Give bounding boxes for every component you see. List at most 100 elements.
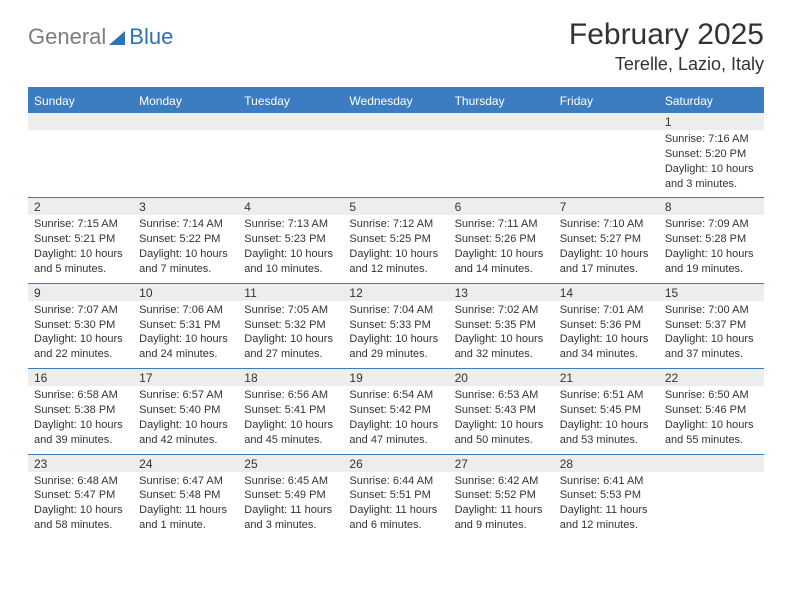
day-detail-line: Sunset: 5:40 PM [139,403,232,418]
day-number [343,113,448,130]
week-row: 16171819202122Sunrise: 6:58 AMSunset: 5:… [28,369,764,454]
day-detail-line: Daylight: 10 hours and 19 minutes. [665,247,758,277]
day-detail-line: Sunrise: 7:12 AM [349,217,442,232]
day-detail-line: Sunrise: 7:07 AM [34,303,127,318]
day-detail-line: Sunrise: 7:00 AM [665,303,758,318]
day-cell: Sunrise: 6:47 AMSunset: 5:48 PMDaylight:… [133,472,238,539]
day-cell: Sunrise: 6:50 AMSunset: 5:46 PMDaylight:… [659,386,764,453]
day-detail-line: Sunrise: 7:09 AM [665,217,758,232]
cells-row: Sunrise: 6:58 AMSunset: 5:38 PMDaylight:… [28,386,764,453]
week-row: 1Sunrise: 7:16 AMSunset: 5:20 PMDaylight… [28,113,764,198]
day-detail-line: Sunset: 5:20 PM [665,147,758,162]
day-number: 17 [133,369,238,386]
day-detail-line: Daylight: 10 hours and 27 minutes. [244,332,337,362]
day-detail-line: Daylight: 10 hours and 47 minutes. [349,418,442,448]
day-cell: Sunrise: 7:13 AMSunset: 5:23 PMDaylight:… [238,215,343,282]
day-detail-line: Sunset: 5:22 PM [139,232,232,247]
weekday-header: Wednesday [343,89,448,113]
day-number: 6 [449,198,554,215]
day-detail-line: Sunset: 5:52 PM [455,488,548,503]
day-detail-line: Daylight: 11 hours and 9 minutes. [455,503,548,533]
day-number: 5 [343,198,448,215]
day-cell: Sunrise: 6:48 AMSunset: 5:47 PMDaylight:… [28,472,133,539]
day-cell [449,130,554,197]
day-detail-line: Sunrise: 6:51 AM [560,388,653,403]
day-detail-line: Sunset: 5:38 PM [34,403,127,418]
daynum-row: 9101112131415 [28,284,764,301]
day-number: 11 [238,284,343,301]
day-detail-line: Daylight: 10 hours and 14 minutes. [455,247,548,277]
weeks-container: 1Sunrise: 7:16 AMSunset: 5:20 PMDaylight… [28,113,764,539]
day-detail-line: Daylight: 10 hours and 29 minutes. [349,332,442,362]
day-number [133,113,238,130]
day-detail-line: Sunrise: 7:11 AM [455,217,548,232]
day-detail-line: Sunrise: 7:14 AM [139,217,232,232]
day-detail-line: Sunset: 5:23 PM [244,232,337,247]
day-number: 21 [554,369,659,386]
day-detail-line: Daylight: 10 hours and 32 minutes. [455,332,548,362]
day-number: 18 [238,369,343,386]
day-cell: Sunrise: 7:11 AMSunset: 5:26 PMDaylight:… [449,215,554,282]
logo-text-blue: Blue [129,24,173,50]
day-number: 10 [133,284,238,301]
day-detail-line: Daylight: 10 hours and 55 minutes. [665,418,758,448]
day-detail-line: Daylight: 10 hours and 39 minutes. [34,418,127,448]
day-detail-line: Sunrise: 6:54 AM [349,388,442,403]
day-cell: Sunrise: 7:01 AMSunset: 5:36 PMDaylight:… [554,301,659,368]
weekday-header-row: Sunday Monday Tuesday Wednesday Thursday… [28,89,764,113]
day-number: 24 [133,455,238,472]
day-cell: Sunrise: 6:51 AMSunset: 5:45 PMDaylight:… [554,386,659,453]
day-detail-line: Sunset: 5:21 PM [34,232,127,247]
day-cell: Sunrise: 7:07 AMSunset: 5:30 PMDaylight:… [28,301,133,368]
day-cell: Sunrise: 7:02 AMSunset: 5:35 PMDaylight:… [449,301,554,368]
day-detail-line: Sunrise: 6:42 AM [455,474,548,489]
day-detail-line: Sunset: 5:27 PM [560,232,653,247]
day-cell: Sunrise: 6:41 AMSunset: 5:53 PMDaylight:… [554,472,659,539]
day-number [28,113,133,130]
day-cell: Sunrise: 7:04 AMSunset: 5:33 PMDaylight:… [343,301,448,368]
location-label: Terelle, Lazio, Italy [569,54,764,75]
daynum-row: 1 [28,113,764,130]
day-number [659,455,764,472]
day-detail-line: Sunset: 5:47 PM [34,488,127,503]
day-detail-line: Sunset: 5:46 PM [665,403,758,418]
day-detail-line: Sunset: 5:31 PM [139,318,232,333]
day-cell: Sunrise: 7:15 AMSunset: 5:21 PMDaylight:… [28,215,133,282]
day-detail-line: Sunrise: 7:13 AM [244,217,337,232]
day-detail-line: Sunset: 5:51 PM [349,488,442,503]
daynum-row: 2345678 [28,198,764,215]
day-detail-line: Sunset: 5:32 PM [244,318,337,333]
day-number: 3 [133,198,238,215]
day-detail-line: Daylight: 10 hours and 34 minutes. [560,332,653,362]
day-number: 2 [28,198,133,215]
day-cell: Sunrise: 6:53 AMSunset: 5:43 PMDaylight:… [449,386,554,453]
day-detail-line: Sunset: 5:35 PM [455,318,548,333]
calendar: Sunday Monday Tuesday Wednesday Thursday… [28,87,764,539]
cells-row: Sunrise: 7:15 AMSunset: 5:21 PMDaylight:… [28,215,764,282]
calendar-page: General Blue February 2025 Terelle, Lazi… [0,0,792,539]
title-block: February 2025 Terelle, Lazio, Italy [569,18,764,75]
day-detail-line: Sunset: 5:36 PM [560,318,653,333]
cells-row: Sunrise: 6:48 AMSunset: 5:47 PMDaylight:… [28,472,764,539]
day-cell: Sunrise: 7:09 AMSunset: 5:28 PMDaylight:… [659,215,764,282]
cells-row: Sunrise: 7:07 AMSunset: 5:30 PMDaylight:… [28,301,764,368]
day-detail-line: Sunset: 5:43 PM [455,403,548,418]
day-detail-line: Sunrise: 6:41 AM [560,474,653,489]
day-detail-line: Sunrise: 6:50 AM [665,388,758,403]
day-detail-line: Sunset: 5:42 PM [349,403,442,418]
day-detail-line: Sunrise: 7:05 AM [244,303,337,318]
day-cell: Sunrise: 7:16 AMSunset: 5:20 PMDaylight:… [659,130,764,197]
day-detail-line: Sunrise: 7:06 AM [139,303,232,318]
day-cell: Sunrise: 6:56 AMSunset: 5:41 PMDaylight:… [238,386,343,453]
day-detail-line: Daylight: 11 hours and 3 minutes. [244,503,337,533]
weekday-header: Friday [554,89,659,113]
week-row: 232425262728Sunrise: 6:48 AMSunset: 5:47… [28,455,764,539]
day-detail-line: Sunrise: 6:57 AM [139,388,232,403]
day-detail-line: Daylight: 10 hours and 58 minutes. [34,503,127,533]
weekday-header: Saturday [659,89,764,113]
day-detail-line: Daylight: 10 hours and 53 minutes. [560,418,653,448]
day-cell: Sunrise: 7:05 AMSunset: 5:32 PMDaylight:… [238,301,343,368]
day-cell: Sunrise: 6:54 AMSunset: 5:42 PMDaylight:… [343,386,448,453]
day-detail-line: Sunrise: 7:04 AM [349,303,442,318]
day-number: 7 [554,198,659,215]
